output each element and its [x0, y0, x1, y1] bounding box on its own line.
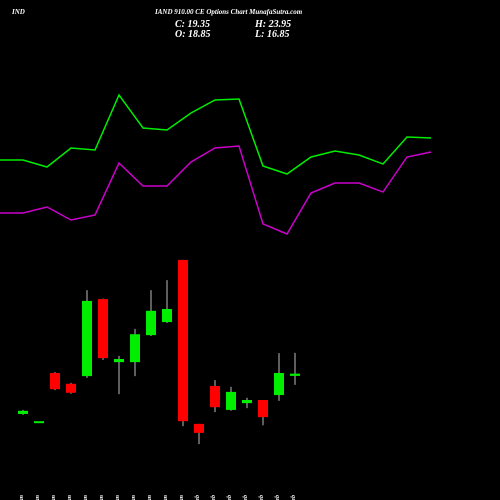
- low-label: L: 16.85: [254, 29, 289, 40]
- candle-body: [146, 310, 156, 336]
- high-label: H: 23.95: [254, 19, 291, 30]
- open-label: O: 18.85: [175, 29, 211, 40]
- x-tick-label: 23 Jan: [99, 494, 105, 500]
- x-tick-label: 06 Feb: [259, 495, 265, 500]
- brand: IND: [11, 8, 25, 16]
- candle-body: [242, 400, 252, 404]
- candle-body: [194, 423, 204, 433]
- line-series: [0, 93, 432, 175]
- candle-body: [50, 372, 60, 390]
- candle-body: [258, 400, 268, 418]
- x-tick-label: 28 Jan: [131, 494, 137, 500]
- x-tick-label: 14 Jan: [35, 494, 41, 500]
- x-tick-label: 27 Jan: [115, 494, 121, 500]
- x-tick-label: 04 Feb: [227, 495, 233, 500]
- candle-body: [66, 383, 76, 393]
- x-tick-label: 29 Jan: [147, 494, 153, 500]
- candle-body: [130, 334, 140, 363]
- x-tick-label: 03 Feb: [211, 495, 217, 500]
- x-tick-label: 22 Jan: [83, 494, 89, 500]
- x-tick-label: 10 Feb: [291, 495, 297, 500]
- line-series: [0, 145, 432, 235]
- candle-body: [34, 421, 44, 424]
- candle-body: [82, 300, 92, 377]
- x-tick-label: 05 Feb: [243, 495, 249, 500]
- close-label: C: 19.35: [175, 19, 210, 30]
- candle-body: [18, 410, 28, 414]
- candle-body: [114, 359, 124, 363]
- x-tick-label: 15 Jan: [51, 494, 57, 500]
- x-tick-label: 31 Jan: [179, 494, 185, 500]
- x-tick-label: 20 Jan: [67, 494, 73, 500]
- x-tick-label: 07 Feb: [275, 495, 281, 500]
- x-tick-label: 30 Jan: [163, 494, 169, 500]
- x-tick-label: 01 Feb: [195, 495, 201, 500]
- candle-body: [162, 309, 172, 323]
- candle-body: [274, 372, 284, 396]
- candle-body: [178, 259, 188, 422]
- candle-body: [210, 386, 220, 408]
- x-tick-label: 13 Jan: [19, 494, 25, 500]
- candle-body: [290, 373, 300, 376]
- candle-body: [98, 299, 108, 359]
- chart-title: IAND 910.00 CE Options Chart MunafaSutra…: [154, 8, 303, 16]
- candle-body: [226, 391, 236, 410]
